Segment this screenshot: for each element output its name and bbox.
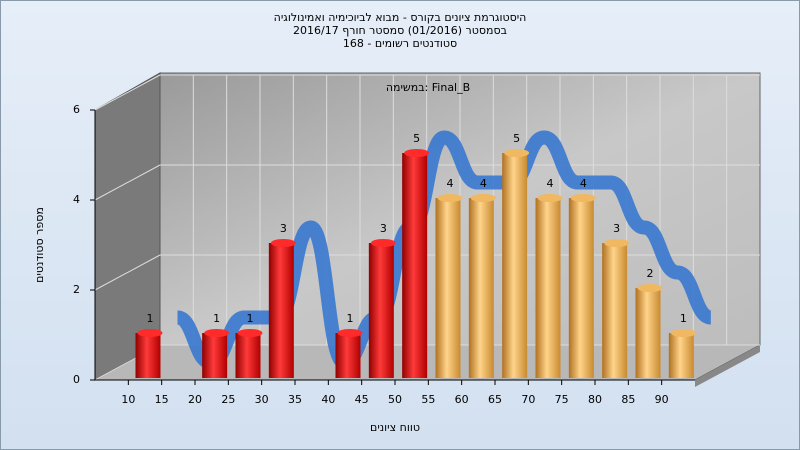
bar-cap bbox=[504, 149, 530, 157]
x-tick-label: 85 bbox=[621, 393, 635, 406]
bar-group: 3 bbox=[368, 222, 396, 378]
bar-group: 5 bbox=[502, 132, 530, 378]
bar-group: 3 bbox=[268, 222, 296, 378]
x-axis-label: טווח ציונים bbox=[370, 421, 420, 434]
bar-group: 5 bbox=[402, 132, 430, 378]
x-tick-label: 60 bbox=[455, 393, 469, 406]
bar-cap bbox=[670, 329, 696, 337]
bar bbox=[602, 243, 628, 378]
bar bbox=[668, 333, 694, 378]
x-tick-label: 40 bbox=[321, 393, 335, 406]
data-label: 1 bbox=[213, 312, 220, 325]
bar bbox=[468, 198, 494, 378]
bar-group: 4 bbox=[568, 177, 596, 378]
floor-edge bbox=[695, 345, 760, 387]
x-tick-label: 15 bbox=[155, 393, 169, 406]
data-label: 4 bbox=[580, 177, 587, 190]
bar-group: 4 bbox=[535, 177, 563, 378]
bar-group: 1 bbox=[668, 312, 696, 378]
data-label: 3 bbox=[613, 222, 620, 235]
data-label: 5 bbox=[513, 132, 520, 145]
bar bbox=[368, 243, 394, 378]
chart-title: היסטוגרמת ציונים בקורס - מבוא לביוכימיה … bbox=[274, 11, 527, 24]
data-label: 4 bbox=[447, 177, 454, 190]
bar bbox=[135, 333, 161, 378]
bar bbox=[535, 198, 561, 378]
bar bbox=[568, 198, 594, 378]
chart-title: סטודנטים רשומים - 168 bbox=[343, 37, 457, 50]
bar-group: 1 bbox=[135, 312, 163, 378]
x-tick-label: 80 bbox=[588, 393, 602, 406]
bar-cap bbox=[137, 329, 163, 337]
bar-cap bbox=[370, 239, 396, 247]
bar-group: 4 bbox=[435, 177, 463, 378]
x-tick-label: 45 bbox=[355, 393, 369, 406]
bar-group: 1 bbox=[235, 312, 263, 378]
bar-cap bbox=[570, 194, 596, 202]
bar-cap bbox=[204, 329, 230, 337]
bar-cap bbox=[404, 149, 430, 157]
annotation: במשימה: Final_B bbox=[386, 81, 470, 94]
bar-group: 2 bbox=[635, 267, 663, 378]
x-tick-label: 75 bbox=[555, 393, 569, 406]
bar-cap bbox=[604, 239, 630, 247]
bar bbox=[402, 153, 428, 378]
x-tick-label: 25 bbox=[221, 393, 235, 406]
data-label: 5 bbox=[413, 132, 420, 145]
data-label: 4 bbox=[547, 177, 554, 190]
bar bbox=[202, 333, 228, 378]
bar-cap bbox=[237, 329, 263, 337]
bar-group: 3 bbox=[602, 222, 630, 378]
grid-line bbox=[94, 164, 161, 201]
bar-cap bbox=[637, 284, 663, 292]
data-label: 3 bbox=[380, 222, 387, 235]
data-label: 2 bbox=[647, 267, 654, 280]
x-tick-label: 55 bbox=[421, 393, 435, 406]
x-tick-label: 90 bbox=[655, 393, 669, 406]
bar-cap bbox=[470, 194, 496, 202]
bar bbox=[235, 333, 261, 378]
y-axis-label: מספר סטודנטים bbox=[33, 207, 46, 283]
y-tick-label: 2 bbox=[73, 283, 80, 296]
x-tick-label: 30 bbox=[255, 393, 269, 406]
bar-cap bbox=[437, 194, 463, 202]
data-label: 3 bbox=[280, 222, 287, 235]
bar bbox=[435, 198, 461, 378]
bar-group: 4 bbox=[468, 177, 496, 378]
bar-cap bbox=[537, 194, 563, 202]
x-tick-label: 65 bbox=[488, 393, 502, 406]
bar bbox=[335, 333, 361, 378]
chart-title: בסמסטר (01/2016) סמסטר חורף 2016/17 bbox=[293, 24, 507, 37]
bar bbox=[635, 288, 661, 378]
y-tick-label: 0 bbox=[73, 373, 80, 386]
bar bbox=[502, 153, 528, 378]
x-tick-label: 10 bbox=[121, 393, 135, 406]
bar-group: 1 bbox=[202, 312, 230, 378]
y-tick-label: 6 bbox=[73, 103, 80, 116]
bar-group: 1 bbox=[335, 312, 363, 378]
data-label: 1 bbox=[247, 312, 254, 325]
x-tick-label: 20 bbox=[188, 393, 202, 406]
bar-cap bbox=[270, 239, 296, 247]
y-tick-label: 4 bbox=[73, 193, 80, 206]
bar bbox=[268, 243, 294, 378]
data-label: 1 bbox=[347, 312, 354, 325]
data-label: 1 bbox=[680, 312, 687, 325]
data-label: 4 bbox=[480, 177, 487, 190]
grid-line bbox=[94, 254, 161, 291]
x-tick-label: 35 bbox=[288, 393, 302, 406]
grid-line bbox=[94, 74, 161, 111]
x-tick-label: 70 bbox=[521, 393, 535, 406]
data-label: 1 bbox=[147, 312, 154, 325]
bar-cap bbox=[337, 329, 363, 337]
x-tick-label: 50 bbox=[388, 393, 402, 406]
